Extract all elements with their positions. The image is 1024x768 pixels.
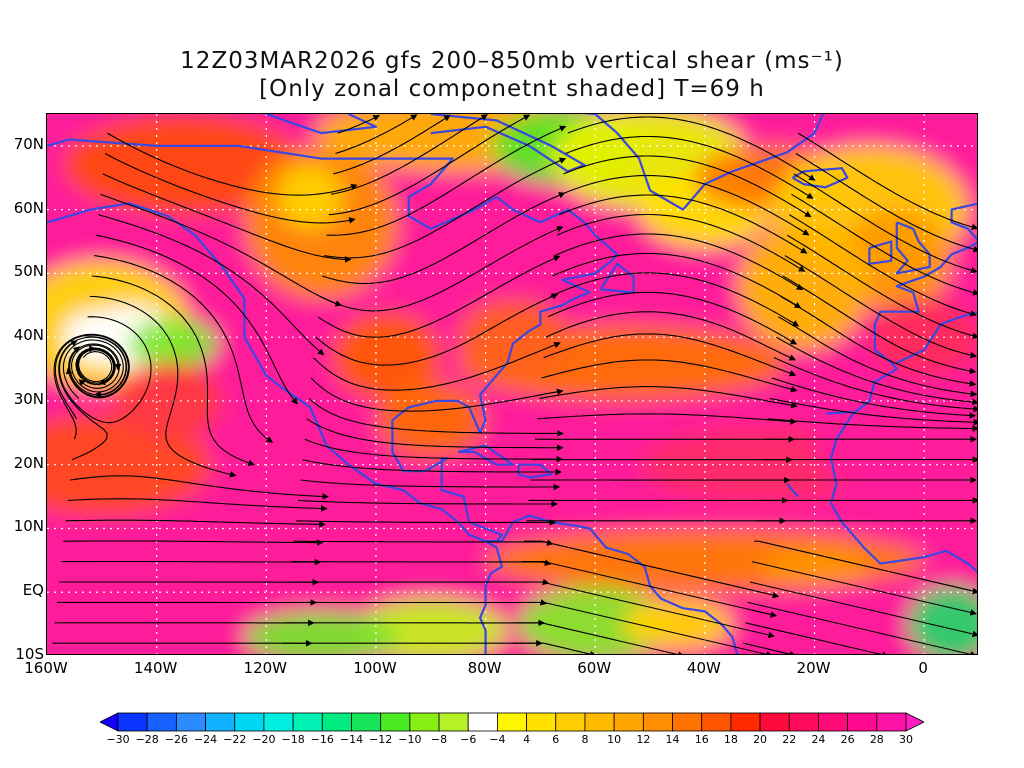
colorbar-swatch [146,712,177,732]
lon-tick-label: 80W [467,659,502,677]
colorbar-swatch [497,712,527,732]
colorbar-tick-label: 4 [523,733,531,746]
lon-tick-label: 160W [24,659,68,677]
colorbar-tick-label: −12 [369,733,393,746]
colorbar-swatch [117,712,148,732]
lon-tick-label: 100W [353,659,397,677]
colorbar-swatch [321,712,352,732]
lon-tick-label: 40W [686,659,721,677]
colorbar-swatch [730,712,761,732]
shear-map [47,114,977,654]
colorbar-swatch [205,712,236,732]
colorbar-tick-label: −4 [489,733,506,746]
lat-tick-label: 10N [13,517,44,536]
colorbar [100,712,924,732]
colorbar-swatch [351,712,382,732]
colorbar-tick-label: −20 [252,733,276,746]
colorbar-swatch [380,712,411,732]
colorbar-swatch [292,712,323,732]
chart-title-line2: [Only zonal componetnt shaded] T=69 h [259,76,765,102]
colorbar-tick-label: −28 [135,733,159,746]
colorbar-swatch [175,712,206,732]
colorbar-tick-label: 12 [636,733,651,746]
colorbar-high-arrow [905,712,924,732]
streamlines [52,114,977,654]
colorbar-tick-label: 26 [840,733,855,746]
shaded-field [47,114,977,654]
colorbar-swatch [438,712,469,732]
colorbar-tick-label: −14 [339,733,364,746]
colorbar-tick-label: 10 [607,733,622,746]
lat-tick-label: 70N [13,134,44,153]
lat-tick-label: EQ [22,581,44,600]
colorbar-tick-label: −26 [164,733,188,746]
colorbar-tick-label: 18 [723,733,738,746]
colorbar-tick-label: −24 [193,733,218,746]
lat-tick-label: 30N [13,389,44,408]
colorbar-swatch [759,712,790,732]
colorbar-tick-label: −10 [398,733,422,746]
lat-tick-label: 60N [13,198,44,217]
colorbar-tick-label: −8 [430,733,448,746]
colorbar-tick-label: 16 [694,733,709,746]
colorbar-tick-label: 14 [665,733,680,746]
colorbar-swatch [467,712,498,732]
lat-tick-label: 50N [13,262,44,281]
colorbar-low-arrow [100,712,119,732]
colorbar-swatch [526,712,557,732]
colorbar-swatch [672,712,703,732]
lat-tick-label: 20N [13,453,44,472]
colorbar-swatch [876,712,907,732]
colorbar-swatch [701,712,732,732]
map-panel [46,113,978,655]
colorbar-tick-label: 20 [753,733,768,746]
colorbar-tick-label: 6 [552,733,560,746]
lon-tick-label: 60W [577,659,612,677]
colorbar-tick-label: 8 [581,733,589,746]
lon-tick-label: 20W [796,659,831,677]
lon-tick-label: 140W [133,659,178,677]
colorbar-tick-label: 24 [811,733,826,746]
colorbar-tick-label: 28 [869,733,884,746]
lat-tick-label: 40N [13,326,44,345]
colorbar-swatch [788,712,819,732]
colorbar-tick-label: 22 [782,733,797,746]
lon-tick-label: 0 [918,659,928,677]
colorbar-swatch [409,712,440,732]
colorbar-tick-label: −16 [310,733,334,746]
lon-tick-label: 120W [243,659,288,677]
colorbar-swatch [555,712,586,732]
colorbar-swatch [263,712,294,732]
colorbar-tick-label: −18 [281,733,305,746]
chart-title-line1: 12Z03MAR2026 gfs 200–850mb vertical shea… [180,48,844,74]
colorbar-swatch [613,712,644,732]
colorbar-tick-label: 30 [899,733,913,746]
colorbar-swatch [234,712,265,732]
colorbar-swatch [847,712,878,732]
colorbar-tick-label: −30 [106,733,130,746]
lat-tick-label: 10S [15,645,44,663]
colorbar-tick-label: −22 [223,733,247,746]
colorbar-tick-label: −6 [460,733,477,746]
colorbar-swatch [818,712,849,732]
colorbar-swatch [584,712,615,732]
colorbar-swatch [642,712,673,732]
